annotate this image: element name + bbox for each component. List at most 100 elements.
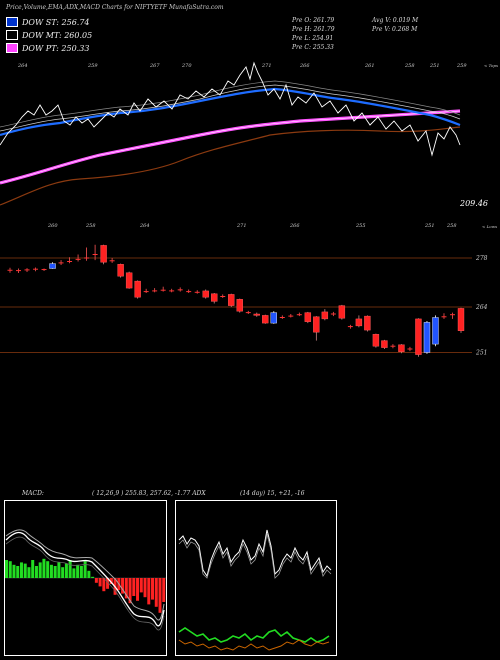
candle-body-24 — [211, 293, 218, 302]
top-label-4: 271 — [261, 63, 272, 69]
macd-bar-26 — [102, 578, 106, 592]
bottom-label-5: 255 — [355, 223, 366, 229]
legend-swatch-dow-mt — [6, 30, 18, 40]
candle-32 — [279, 315, 285, 319]
candle-4 — [41, 268, 47, 271]
legend-label-dow-pt: DOW PT: 250.33 — [22, 43, 90, 53]
bottom-label-0: 260 — [47, 223, 58, 229]
candle-11 — [100, 244, 107, 265]
candle-14 — [125, 271, 133, 289]
y-tick-labels: 278 264 251 — [475, 255, 488, 357]
candle-12 — [109, 258, 115, 263]
candle-8 — [75, 254, 81, 262]
top-label-5: 266 — [299, 63, 310, 69]
candle-53 — [457, 307, 465, 333]
candle-23 — [202, 289, 209, 299]
candle-1 — [16, 268, 22, 274]
macd-bar-33 — [128, 578, 132, 604]
pt-price-label: 209.46 — [459, 199, 488, 208]
candle-44 — [381, 339, 388, 349]
bottom-label-1: 258 — [85, 223, 96, 229]
top-labels: 264 259 267 270 271 266 261 258 251 259 — [17, 63, 467, 69]
legend-label-dow-st: DOW ST: 256.74 — [22, 17, 90, 27]
candle-36 — [313, 316, 320, 341]
adx-white-line-1 — [178, 529, 332, 578]
bottom-label-3: 271 — [236, 223, 247, 229]
candle-body-44 — [381, 340, 388, 348]
candle-24 — [211, 293, 218, 304]
pt-line-white — [0, 110, 461, 184]
macd-bar-41 — [158, 578, 162, 613]
bottom-label-6: 251 — [424, 223, 435, 229]
ema-mid-line — [0, 84, 461, 132]
legend-swatch-dow-pt — [6, 43, 18, 53]
ema-lines — [0, 61, 461, 206]
bottom-label-7: 258 — [446, 223, 457, 229]
top-label-8: 251 — [429, 63, 440, 69]
bottom-labels: 260 258 264 271 266 255 251 258 — [47, 223, 457, 229]
top-label-6: 261 — [364, 63, 375, 69]
bottom-label-4: 266 — [289, 223, 300, 229]
candle-3 — [33, 267, 39, 272]
macd-bar-18 — [72, 568, 76, 578]
candle-9 — [84, 247, 90, 261]
close-price-line — [0, 61, 461, 157]
candle-19 — [169, 288, 175, 293]
macd-bar-23 — [91, 576, 95, 578]
macd-lines — [5, 529, 165, 631]
candle-body-14 — [125, 272, 133, 289]
candle-34 — [296, 312, 302, 317]
macd-bar-2 — [12, 564, 16, 578]
candle-body-31 — [270, 312, 277, 324]
macd-bar-36 — [139, 578, 143, 593]
candle-17 — [152, 288, 158, 293]
candle-50 — [432, 315, 439, 347]
page-title: Price,Volume,EMA,ADX,MACD Charts for NIF… — [6, 4, 224, 11]
candle-body-29 — [253, 313, 260, 316]
candle-33 — [288, 314, 294, 318]
macd-bar-16 — [64, 563, 68, 578]
adx-white-line-2 — [178, 533, 332, 579]
candle-22 — [194, 290, 200, 294]
candle-51 — [441, 313, 447, 319]
candle-42 — [364, 315, 371, 332]
macd-bar-6 — [27, 567, 31, 578]
candle-46 — [398, 344, 405, 354]
candle-30 — [262, 314, 269, 324]
macd-bar-39 — [151, 578, 155, 600]
legend-swatch-dow-st — [6, 17, 18, 27]
macd-bar-8 — [34, 566, 38, 578]
candle-body-26 — [228, 294, 235, 306]
candle-38 — [330, 311, 336, 317]
top-label-2: 267 — [149, 63, 160, 69]
macd-header-values: ( 12,26,9 ) 255.83, 257.62, -1.77 ADX — [92, 490, 206, 497]
macd-bar-1 — [8, 561, 12, 578]
candle-16 — [143, 288, 149, 293]
macd-bar-0 — [5, 560, 8, 578]
bottom-label-2: 264 — [139, 223, 150, 229]
candle-body-37 — [321, 311, 329, 320]
legend-label-dow-mt: DOW MT: 260.05 — [22, 30, 93, 40]
candle-45 — [390, 344, 396, 349]
adx-minus-di-line — [178, 639, 330, 651]
candle-body-50 — [432, 317, 439, 345]
macd-chart — [4, 500, 167, 656]
macd-bar-7 — [31, 560, 35, 578]
candle-25 — [220, 294, 226, 298]
macd-bar-10 — [42, 558, 46, 578]
candle-body-27 — [236, 299, 243, 312]
candle-body-42 — [364, 315, 371, 331]
macd-bar-5 — [23, 563, 27, 578]
macd-bar-42 — [162, 578, 166, 602]
candle-48 — [415, 318, 422, 357]
legend-item-dow-st: DOW ST: 256.74 — [6, 17, 90, 27]
candle-43 — [372, 333, 380, 348]
candle-26 — [228, 293, 235, 307]
macd-bar-4 — [19, 562, 23, 578]
stat-pre-low: Pre L: 254.91 — [292, 35, 334, 42]
candle-2 — [24, 268, 30, 272]
macd-bar-3 — [16, 566, 20, 578]
legend-item-dow-mt: DOW MT: 260.05 — [6, 30, 92, 40]
stat-pre-close: Pre C: 255.33 — [292, 44, 334, 51]
candle-body-39 — [338, 305, 346, 319]
